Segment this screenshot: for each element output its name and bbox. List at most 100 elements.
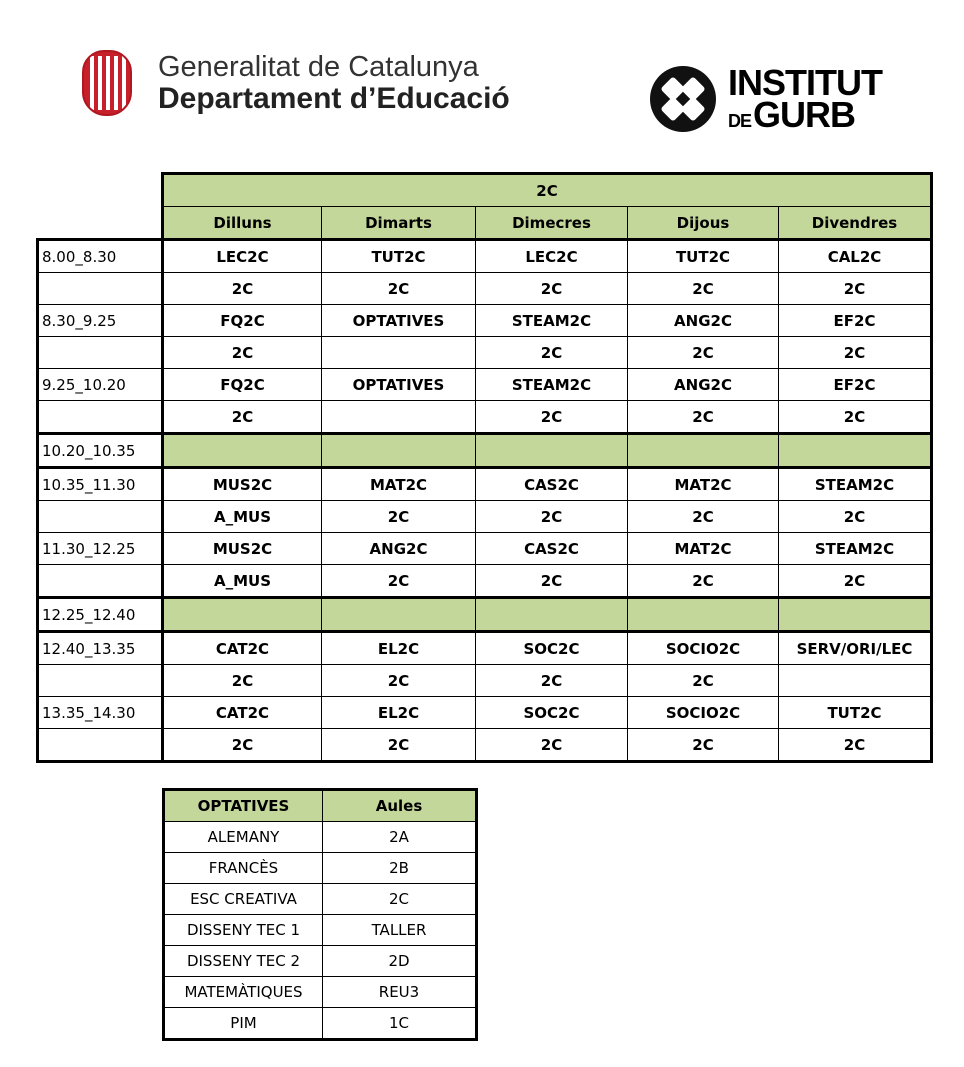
break-row: 10.20_10.35 <box>36 432 933 468</box>
time-slot: 12.25_12.40 <box>36 596 164 632</box>
break-cell <box>627 432 779 468</box>
subject-cell: ANG2C <box>627 304 779 337</box>
room-cell: 2C <box>778 564 933 598</box>
room-cell: 2C <box>778 272 933 305</box>
subject-cell: CAT2C <box>162 696 322 729</box>
corner-blank <box>38 174 163 207</box>
room-cell: 2C <box>162 728 322 763</box>
gencat-name: Generalitat de Catalunya <box>158 50 479 83</box>
room-cell: 2C <box>321 564 476 598</box>
room-cell: 2C <box>475 400 628 434</box>
time-slot: 12.40_13.35 <box>36 630 164 665</box>
subject-cell: STEAM2C <box>475 368 628 401</box>
time-slot: 8.30_9.25 <box>36 304 164 337</box>
slot-row: 10.35_11.30 MUS2C MAT2C CAS2C MAT2C STEAM2C <box>36 466 933 501</box>
institut-de: DE <box>728 111 752 131</box>
catalonia-seal-icon <box>82 50 132 116</box>
room-cell: 2C <box>475 728 628 763</box>
optative-row: ALEMANY 2A <box>163 821 477 853</box>
room-cell <box>321 336 476 369</box>
optative-room: REU3 <box>322 976 477 1008</box>
subject-cell: SOC2C <box>475 696 628 729</box>
time-blank <box>36 400 164 434</box>
slot-row: 11.30_12.25 MUS2C ANG2C CAS2C MAT2C STEAM2C <box>36 532 933 565</box>
day-header: Dimecres <box>475 206 628 240</box>
subject-cell: EF2C <box>778 368 933 401</box>
subject-cell: MUS2C <box>162 532 322 565</box>
subject-cell: LEC2C <box>162 238 322 273</box>
gencat-logo: Generalitat de Catalunya Departament d’E… <box>82 50 510 116</box>
room-row: 2C 2C 2C 2C <box>36 336 933 369</box>
break-cell <box>778 596 933 632</box>
institut-logo: INSTITUT DEGURB <box>650 61 883 135</box>
subject-cell: SOCIO2C <box>627 630 779 665</box>
time-blank <box>36 664 164 697</box>
room-cell: 2C <box>475 272 628 305</box>
time-blank <box>36 336 164 369</box>
institut-word: INSTITUT <box>728 61 883 103</box>
room-cell: 2C <box>627 272 779 305</box>
room-row: 2C 2C 2C 2C <box>36 400 933 434</box>
corner-blank <box>38 207 163 240</box>
subject-cell: SERV/ORI/LEC <box>778 630 933 665</box>
subject-cell: CAL2C <box>778 238 933 273</box>
timetable: 2C Dilluns Dimarts Dimecres Dijous Divendres 8… <box>36 172 933 763</box>
subject-cell: LEC2C <box>475 238 628 273</box>
institut-gurb: GURB <box>753 94 856 135</box>
time-slot: 11.30_12.25 <box>36 532 164 565</box>
break-cell <box>162 432 322 468</box>
optative-row: PIM 1C <box>163 1007 477 1040</box>
subject-cell: CAS2C <box>475 466 628 501</box>
room-row: A_MUS 2C 2C 2C 2C <box>36 564 933 598</box>
break-cell <box>475 432 628 468</box>
time-blank <box>36 272 164 305</box>
optative-name: ESC CREATIVA <box>163 883 323 915</box>
subject-cell: MAT2C <box>627 466 779 501</box>
optative-name: DISSENY TEC 1 <box>163 914 323 946</box>
room-cell: 2C <box>475 336 628 369</box>
subject-cell: SOCIO2C <box>627 696 779 729</box>
room-cell: 2C <box>321 272 476 305</box>
break-row: 12.25_12.40 <box>36 596 933 632</box>
room-cell: A_MUS <box>162 564 322 598</box>
day-header: Dimarts <box>321 206 476 240</box>
time-slot: 10.20_10.35 <box>36 432 164 468</box>
optatives-table: OPTATIVES Aules ALEMANY 2A FRANCÈS 2B ESC CREA… <box>162 788 478 1041</box>
time-slot: 9.25_10.20 <box>36 368 164 401</box>
subject-cell: EL2C <box>321 630 476 665</box>
room-cell: 2C <box>627 500 779 533</box>
room-cell: 2C <box>627 336 779 369</box>
room-cell: 2C <box>475 564 628 598</box>
room-cell <box>778 664 933 697</box>
subject-cell: SOC2C <box>475 630 628 665</box>
room-cell: 2C <box>778 500 933 533</box>
slot-row: 8.30_9.25 FQ2C OPTATIVES STEAM2C ANG2C EF2C <box>36 304 933 337</box>
room-cell: 2C <box>627 728 779 763</box>
time-blank <box>36 728 164 763</box>
optative-row: DISSENY TEC 1 TALLER <box>163 914 477 946</box>
optative-room: TALLER <box>322 914 477 946</box>
time-slot: 10.35_11.30 <box>36 466 164 501</box>
subject-cell: STEAM2C <box>778 466 933 501</box>
room-cell: 2C <box>162 664 322 697</box>
slot-row: 8.00_8.30 LEC2C TUT2C LEC2C TUT2C CAL2C <box>36 238 933 273</box>
room-cell: 2C <box>162 272 322 305</box>
day-header: Divendres <box>778 206 933 240</box>
subject-cell: MAT2C <box>321 466 476 501</box>
room-cell: 2C <box>321 500 476 533</box>
room-row: 2C 2C 2C 2C 2C <box>36 272 933 305</box>
room-cell: 2C <box>778 728 933 763</box>
room-cell <box>321 400 476 434</box>
subject-cell: EF2C <box>778 304 933 337</box>
room-cell: 2C <box>321 728 476 763</box>
optative-room: 2D <box>322 945 477 977</box>
room-cell: 2C <box>162 336 322 369</box>
subject-cell: CAS2C <box>475 532 628 565</box>
subject-cell: CAT2C <box>162 630 322 665</box>
room-row: 2C 2C 2C 2C 2C <box>36 728 933 763</box>
slot-row: 12.40_13.35 CAT2C EL2C SOC2C SOCIO2C SERV/ORI… <box>36 630 933 665</box>
subject-cell: ANG2C <box>627 368 779 401</box>
optative-name: ALEMANY <box>163 821 323 853</box>
room-cell: 2C <box>321 664 476 697</box>
room-cell: A_MUS <box>162 500 322 533</box>
